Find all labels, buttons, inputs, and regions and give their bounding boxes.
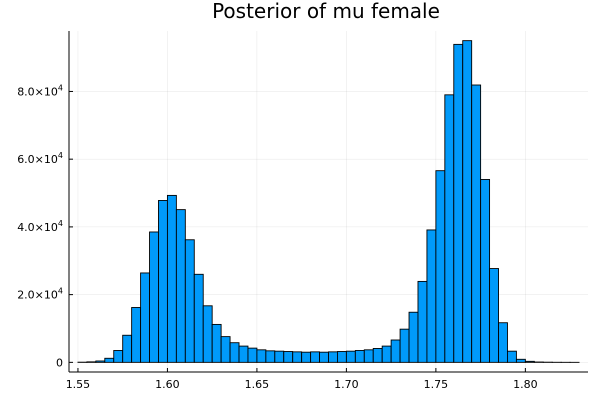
x-tick-label: 1.80 [513, 378, 538, 391]
histogram-bar [86, 361, 97, 363]
histogram-bar [417, 280, 428, 363]
histogram-bar [238, 345, 249, 363]
y-tick-label: 2.0×104 [17, 287, 63, 302]
y-axis-ticks: 0 2.0×104 4.0×104 6.0×104 8.0×104 [17, 83, 73, 369]
histogram-bar [480, 179, 491, 363]
histogram-bar [354, 350, 365, 363]
histogram-bar [390, 339, 401, 363]
histogram-bar [363, 349, 374, 363]
histogram-bar [462, 40, 473, 363]
histogram-bar [149, 231, 159, 363]
histogram-bar [184, 239, 195, 363]
histogram-bar [166, 194, 177, 363]
histogram-bar [193, 273, 204, 363]
x-tick-label: 1.65 [245, 378, 270, 391]
histogram-bar [381, 345, 392, 363]
histogram-bar [283, 351, 294, 363]
histogram-bar [515, 358, 526, 363]
histogram-bar [122, 334, 133, 363]
histogram-bar [175, 209, 186, 363]
histogram-bar [274, 350, 285, 363]
histogram-bar [220, 336, 231, 363]
histogram-bar [435, 170, 446, 363]
x-tick-label: 1.60 [155, 378, 180, 391]
histogram-bar [453, 43, 464, 363]
chart-title: Posterior of mu female [212, 0, 440, 23]
histogram-bar [113, 350, 124, 363]
histogram-bar [489, 268, 499, 363]
histogram-bar [426, 229, 437, 363]
histogram-bar [444, 94, 455, 363]
histogram-bar [408, 311, 419, 363]
histogram-bar [95, 360, 106, 363]
x-axis-ticks: 1.55 1.60 1.65 1.70 1.75 1.80 [66, 368, 538, 391]
x-tick-label: 1.70 [334, 378, 359, 391]
histogram-bar [345, 350, 356, 363]
axes [68, 31, 588, 373]
histogram-bar [310, 351, 321, 363]
histogram-bar [399, 328, 410, 363]
y-tick-label: 6.0×104 [17, 151, 63, 166]
histogram-bar [328, 351, 338, 363]
histogram-bar [104, 357, 115, 363]
histogram-bar [498, 322, 508, 363]
histogram-bar [292, 351, 303, 363]
histogram-bar [140, 272, 150, 363]
y-tick-label: 0 [56, 356, 63, 369]
histogram-bar [372, 348, 383, 363]
histogram-bar [319, 351, 329, 363]
x-tick-label: 1.55 [66, 378, 91, 391]
histogram-bar [247, 347, 258, 363]
y-tick-label: 8.0×104 [17, 83, 63, 98]
histogram-bar [265, 350, 276, 363]
histogram-bar [131, 307, 142, 363]
histogram-bar [158, 200, 168, 363]
histogram-bar [336, 351, 347, 363]
histogram-bar [507, 350, 517, 363]
histogram-bar [301, 351, 312, 363]
histogram-bar [229, 342, 240, 363]
histogram-bar [256, 349, 267, 363]
x-tick-label: 1.75 [424, 378, 449, 391]
histogram-bars [77, 40, 580, 363]
histogram-bar [211, 323, 222, 363]
y-tick-label: 4.0×104 [17, 219, 63, 234]
histogram-bar [471, 84, 482, 363]
histogram-bar [524, 360, 535, 363]
histogram-bar [202, 305, 213, 363]
